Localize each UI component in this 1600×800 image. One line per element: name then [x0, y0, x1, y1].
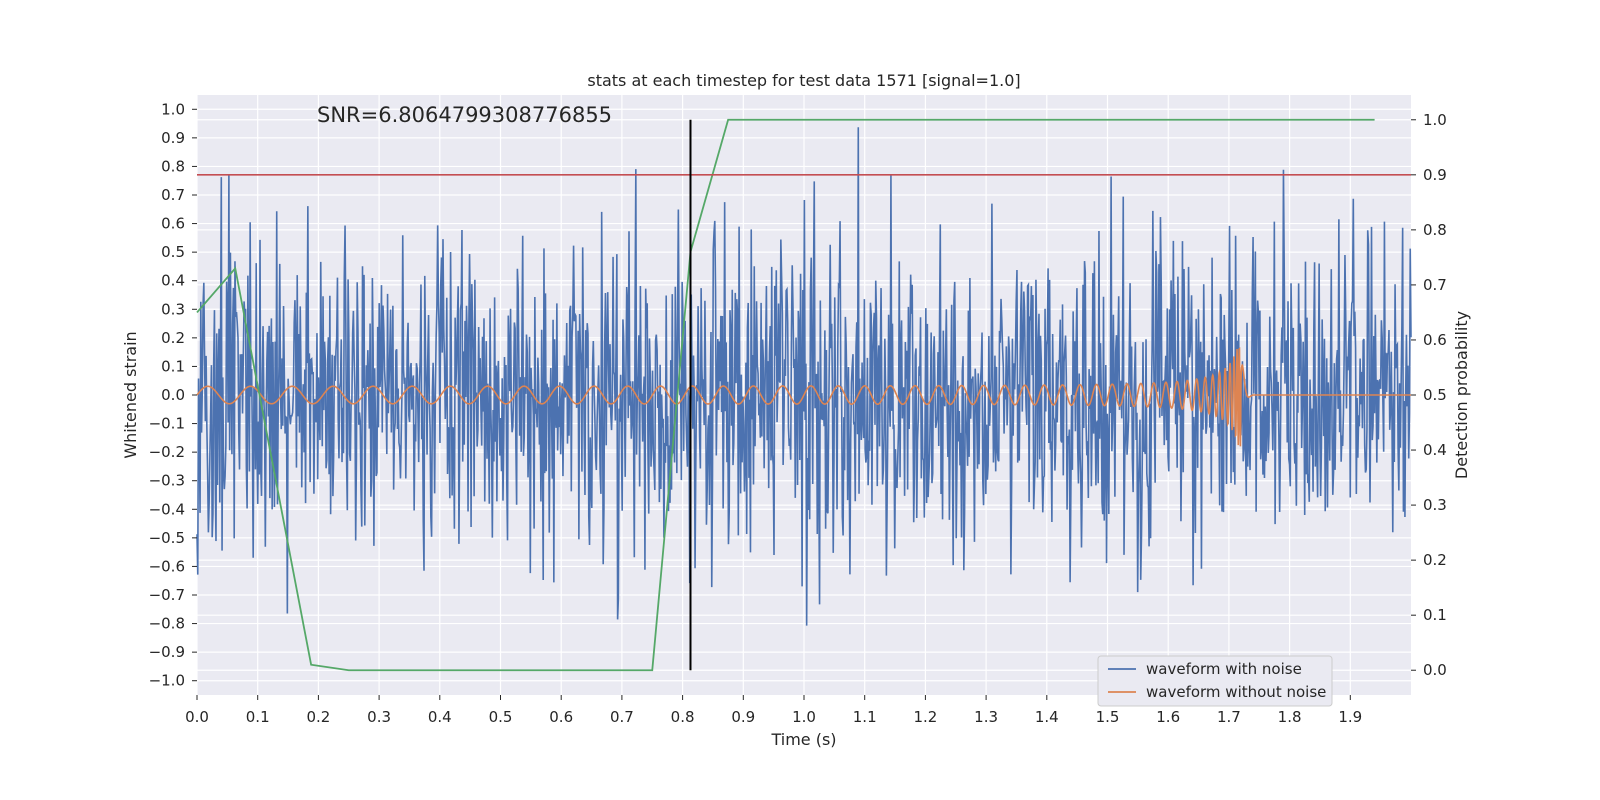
y-tick-label: −0.2 [149, 443, 185, 461]
y2-tick-label: 0.7 [1423, 276, 1447, 294]
y-tick-label: 0.1 [161, 357, 185, 375]
y-tick-label: 0.7 [161, 186, 185, 204]
y-axis-label: Whitened strain [121, 331, 140, 458]
grid-lines [196, 95, 1411, 695]
y-tick-label: 0.0 [161, 386, 185, 404]
y2-tick-label: 0.0 [1423, 661, 1447, 679]
x-tick-label: 1.8 [1278, 708, 1302, 726]
y-tick-label: 0.2 [161, 329, 185, 347]
y2-tick-label: 0.9 [1423, 166, 1447, 184]
x-tick-label: 0.8 [671, 708, 695, 726]
ticks-layer: 0.0 0.1 0.2 0.3 0.4 0.5 0.6 0.7 0.8 0.9 1.0 1.1 1.2 1… [149, 100, 1447, 726]
x-tick-label: 0.7 [610, 708, 634, 726]
y2-tick-label: 0.5 [1423, 386, 1447, 404]
legend: waveform with noise waveform without noi… [1097, 655, 1333, 707]
y-tick-label: −0.6 [149, 557, 185, 575]
x-tick-label: 1.5 [1096, 708, 1120, 726]
x-tick-label: 0.4 [428, 708, 452, 726]
chart-title: stats at each timestep for test data 157… [587, 71, 1020, 90]
x-tick-label: 0.3 [367, 708, 391, 726]
x-tick-label: 1.9 [1338, 708, 1362, 726]
legend-label-noise: waveform with noise [1146, 660, 1302, 678]
series-detection-probability [196, 118, 1375, 672]
y2-tick-label: 0.2 [1423, 551, 1447, 569]
y-tick-label: −0.5 [149, 529, 185, 547]
x-tick-label: 1.3 [974, 708, 998, 726]
y-tick-label: 0.9 [161, 129, 185, 147]
series-waveform-with-noise [196, 127, 1412, 626]
series-layer [196, 118, 1412, 672]
x-tick-label: 1.1 [853, 708, 877, 726]
x-tick-label: 0.6 [549, 708, 573, 726]
snr-annotation: SNR=6.8064799308776855 [317, 103, 612, 127]
y-tick-label: −0.9 [149, 643, 185, 661]
x-tick-label: 0.1 [246, 708, 270, 726]
y-tick-label: −0.1 [149, 415, 185, 433]
legend-label-clean: waveform without noise [1146, 683, 1326, 701]
y2-tick-label: 0.8 [1423, 221, 1447, 239]
x-tick-label: 1.0 [792, 708, 816, 726]
y2-tick-label: 0.3 [1423, 496, 1447, 514]
x-axis-label: Time (s) [770, 730, 836, 749]
x-tick-label: 0.9 [731, 708, 755, 726]
x-tick-label: 1.6 [1156, 708, 1180, 726]
y2-tick-label: 1.0 [1423, 111, 1447, 129]
y-tick-label: 0.4 [161, 272, 185, 290]
series-waveform-without-noise [196, 347, 1411, 447]
y-tick-label: −0.4 [149, 500, 185, 518]
x-tick-label: 1.2 [913, 708, 937, 726]
legend-box [1097, 655, 1333, 707]
y-tick-label: 1.0 [161, 100, 185, 118]
y-tick-label: −0.8 [149, 615, 185, 633]
x-tick-label: 1.4 [1035, 708, 1059, 726]
x-tick-label: 0.2 [306, 708, 330, 726]
x-tick-label: 0.0 [185, 708, 209, 726]
y-tick-label: −0.7 [149, 586, 185, 604]
y-tick-label: 0.5 [161, 243, 185, 261]
y2-tick-label: 0.4 [1423, 441, 1447, 459]
x-tick-label: 0.5 [489, 708, 513, 726]
y-tick-label: 0.8 [161, 157, 185, 175]
y2-tick-label: 0.6 [1423, 331, 1447, 349]
y-tick-label: 0.3 [161, 300, 185, 318]
y-tick-label: −0.3 [149, 472, 185, 490]
y2-axis-label: Detection probability [1452, 311, 1471, 479]
x-tick-label: 1.7 [1217, 708, 1241, 726]
y2-tick-label: 0.1 [1423, 606, 1447, 624]
y-tick-label: 0.6 [161, 215, 185, 233]
y-tick-label: −1.0 [149, 672, 185, 690]
